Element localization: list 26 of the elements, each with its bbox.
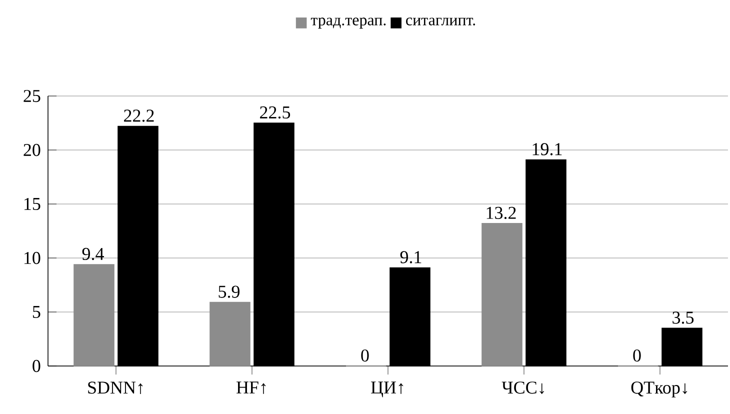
- legend-label: ситаглипт.: [406, 18, 476, 26]
- x-tick-label: ЧСС↓: [502, 382, 544, 394]
- data-label: 5.9: [218, 286, 240, 298]
- y-tick-label: 25: [24, 90, 40, 102]
- data-label: 13.2: [486, 206, 516, 220]
- data-label: 22.5: [260, 106, 290, 119]
- y-tick-label: 5: [32, 306, 40, 318]
- x-tick-label: SDNN↑: [88, 382, 143, 394]
- data-label: 9.4: [82, 248, 104, 260]
- data-label: 19.1: [532, 143, 562, 156]
- bar: [482, 223, 522, 366]
- data-label: 3.5: [672, 312, 694, 324]
- data-label: 22.2: [124, 110, 154, 122]
- x-tick-label: QTкор↓: [631, 382, 688, 398]
- y-tick-label: 15: [24, 198, 40, 210]
- y-tick-label: 20: [24, 144, 40, 156]
- x-tick-label: HF↑: [236, 382, 266, 394]
- data-label: 0: [633, 349, 641, 362]
- bar: [74, 264, 114, 366]
- y-tick-label: 10: [24, 252, 40, 264]
- bar: [210, 302, 250, 366]
- x-tick-label: ЦИ↑: [371, 382, 404, 398]
- legend-label: трад.терап.: [310, 18, 386, 29]
- data-label: 0: [361, 349, 369, 362]
- y-tick-label: 0: [32, 360, 40, 372]
- data-label: 9.1: [400, 251, 422, 264]
